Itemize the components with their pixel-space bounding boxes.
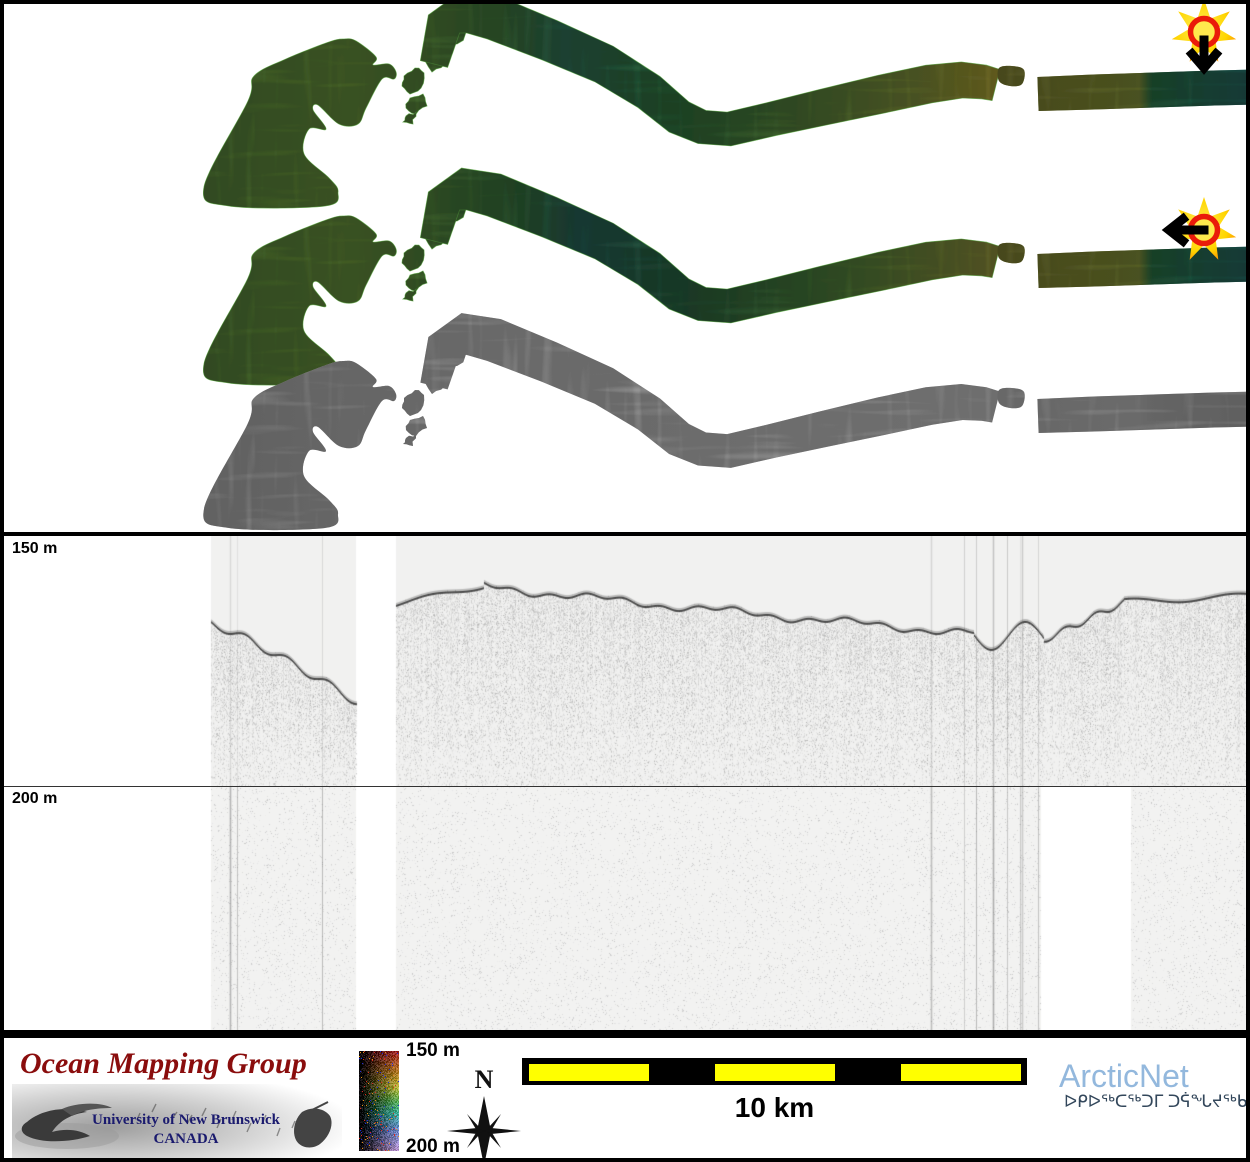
- svg-text:N: N: [475, 1066, 494, 1094]
